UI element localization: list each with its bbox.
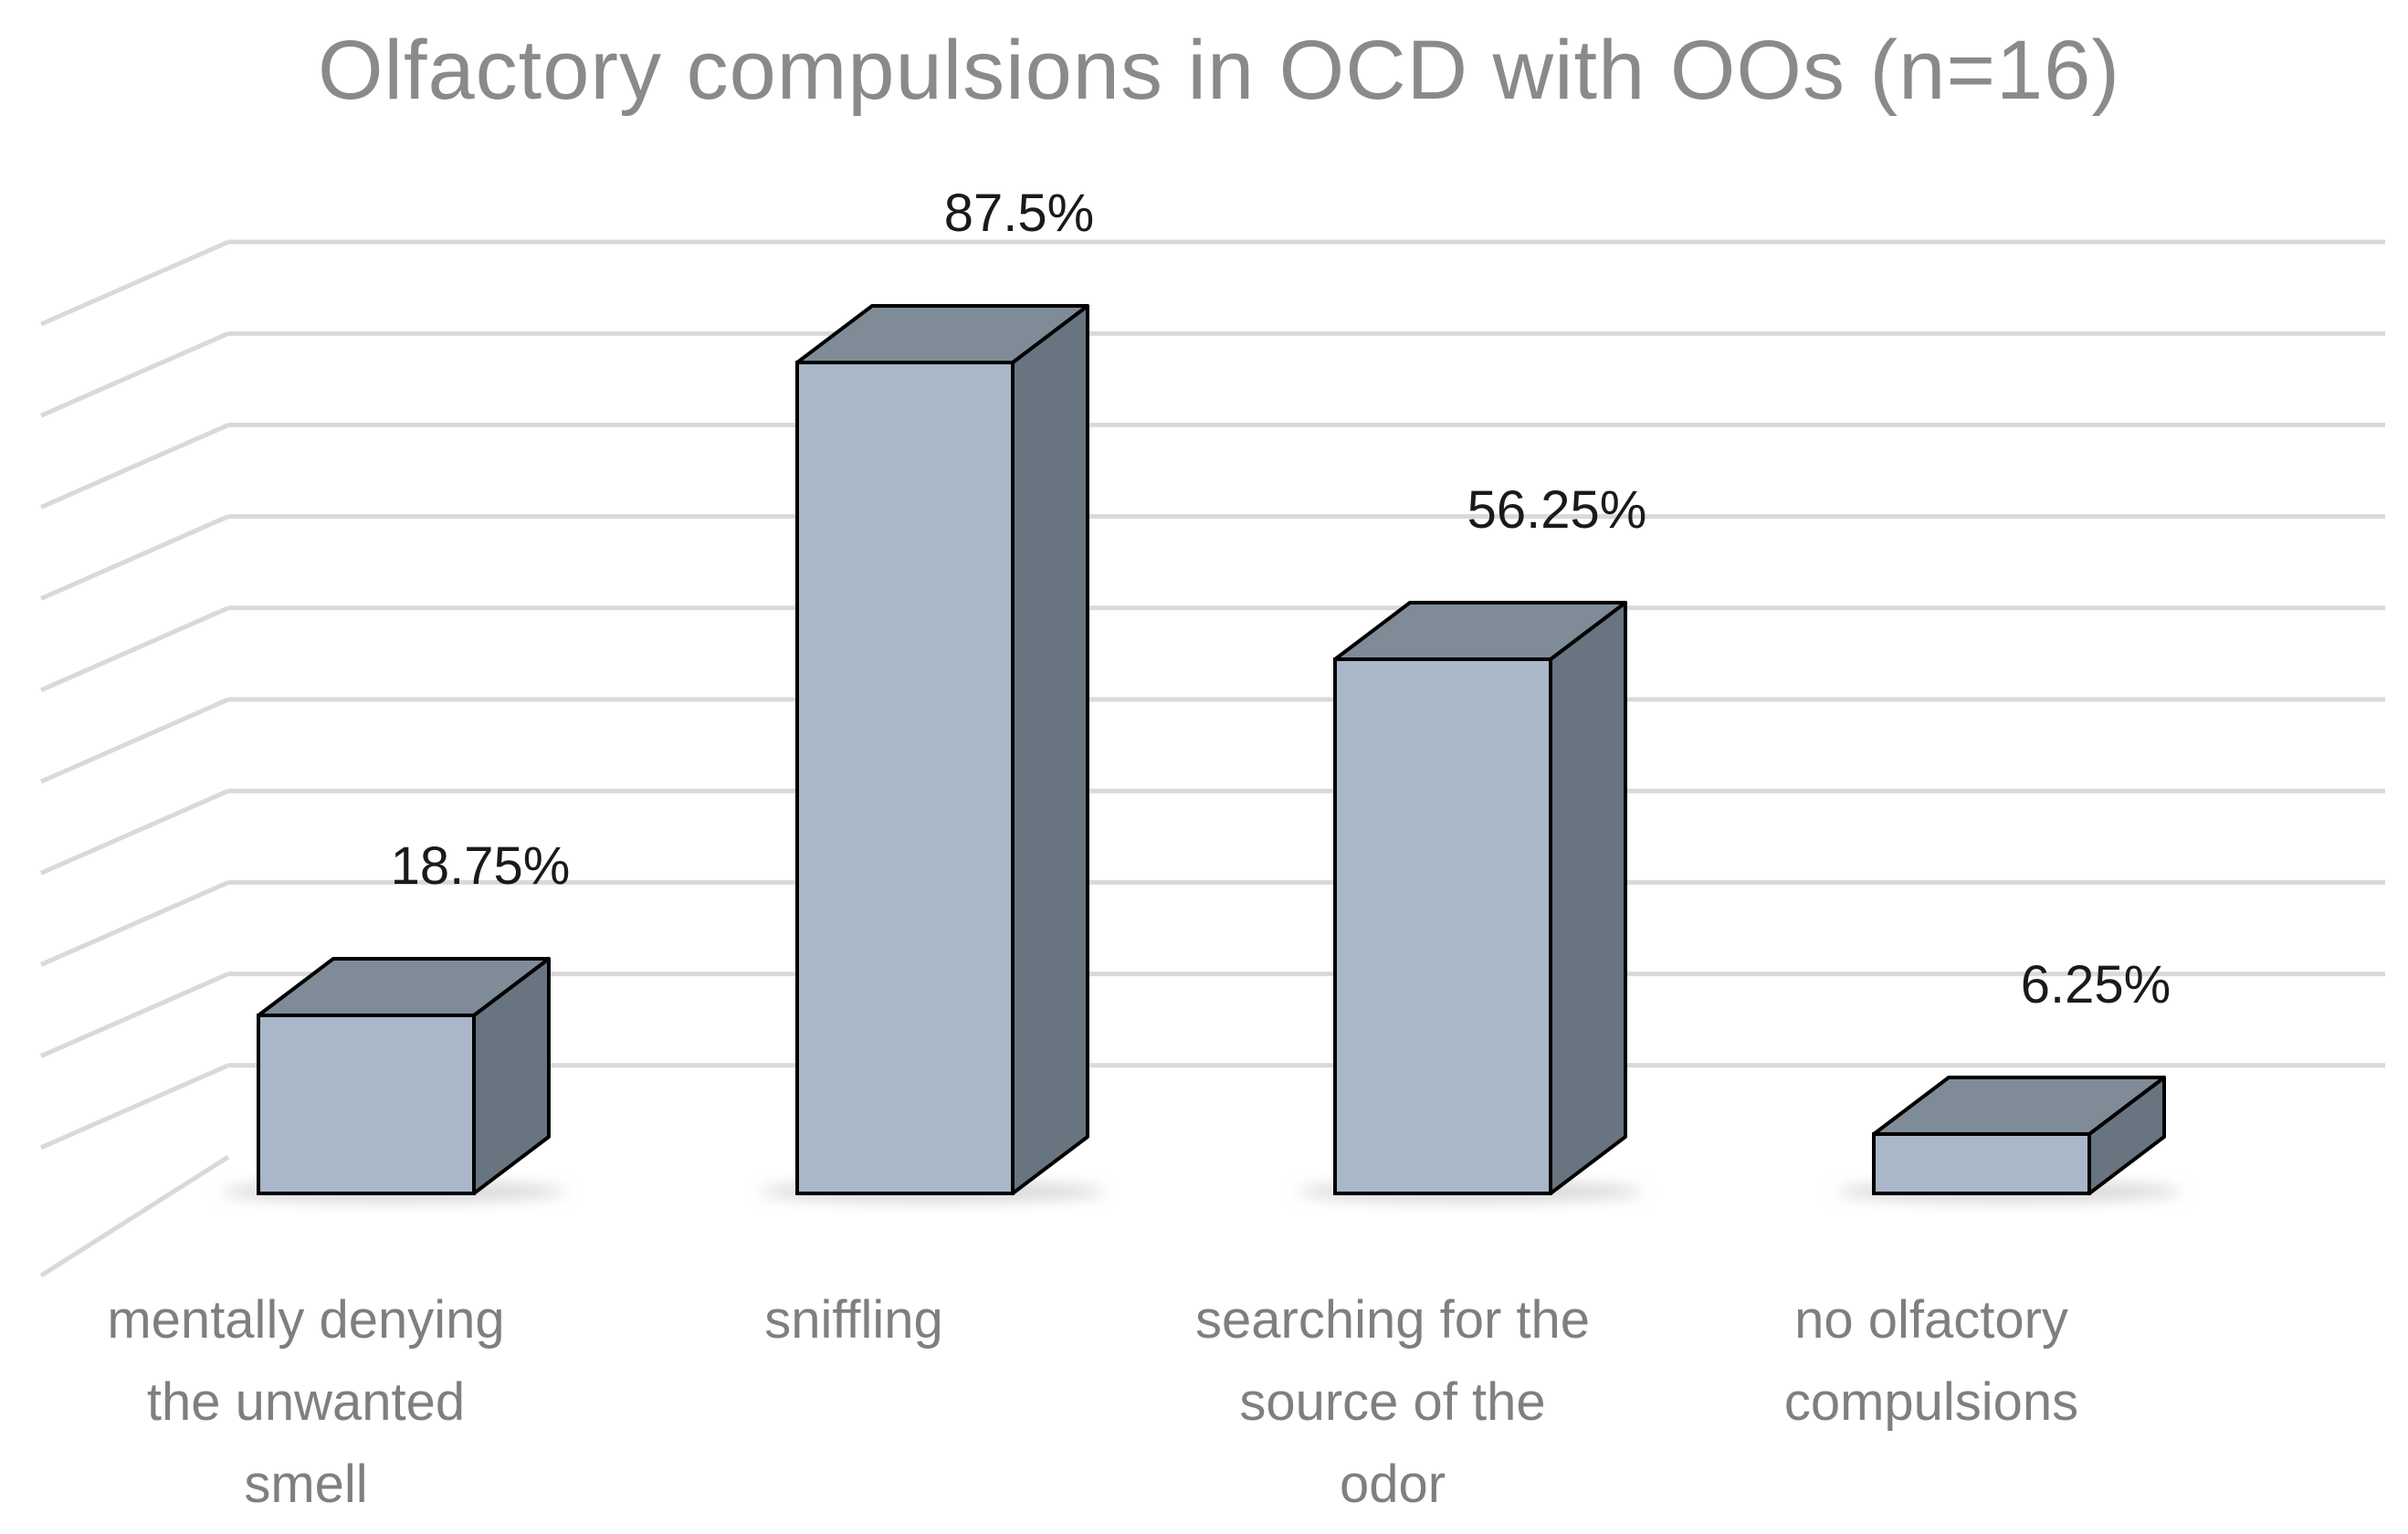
data-label: 6.25% [2021, 955, 2171, 1014]
gridlines [39, 239, 2385, 1278]
category-label-line: the unwanted [147, 1372, 465, 1432]
category-label-line: sniffling [764, 1290, 943, 1350]
category-label-line: compulsions [1784, 1372, 2078, 1432]
gridline-diagonal [39, 880, 230, 967]
category-label-line: searching for the [1195, 1290, 1590, 1350]
category-label-line: source of the [1239, 1372, 1545, 1432]
gridline-diagonal [39, 331, 230, 418]
gridline-diagonal [39, 1063, 230, 1150]
category-label: mentally denying the unwanted smell [107, 1290, 504, 1514]
category-label-line: odor [1340, 1455, 1446, 1514]
category-label: searching for the source of the odor [1195, 1290, 1590, 1514]
chart-title: Olfactory compulsions in OCD with OOs (n… [318, 24, 2120, 117]
bars [222, 304, 2181, 1203]
gridline-diagonal [39, 423, 230, 510]
data-label: 18.75% [391, 836, 571, 896]
gridline-diagonal [39, 972, 230, 1058]
bar [795, 361, 1015, 1195]
data-label: 56.25% [1467, 480, 1647, 540]
gridline-diagonal [39, 1154, 230, 1278]
bar-side [1011, 304, 1089, 1195]
category-label-line: smell [244, 1455, 367, 1514]
category-label-line: mentally denying [107, 1290, 504, 1350]
category-label: sniffling [764, 1290, 943, 1350]
category-label: no olfactory compulsions [1784, 1290, 2078, 1432]
data-label: 87.5% [944, 184, 1094, 243]
gridline-diagonal [39, 788, 230, 876]
gridline-diagonal [39, 605, 230, 693]
gridline-diagonal [39, 697, 230, 784]
category-label-line: no olfactory [1794, 1290, 2068, 1350]
bar-side [1549, 601, 1627, 1195]
category-labels: mentally denying the unwanted smell sniffli… [107, 1290, 2078, 1514]
bar [1872, 1132, 2091, 1195]
bar [1333, 657, 1552, 1195]
data-labels: 18.75% 87.5% 56.25% 6.25% [391, 184, 2171, 1014]
gridline-diagonal [39, 514, 230, 601]
bar [257, 1014, 476, 1195]
gridline-diagonal [39, 239, 230, 327]
